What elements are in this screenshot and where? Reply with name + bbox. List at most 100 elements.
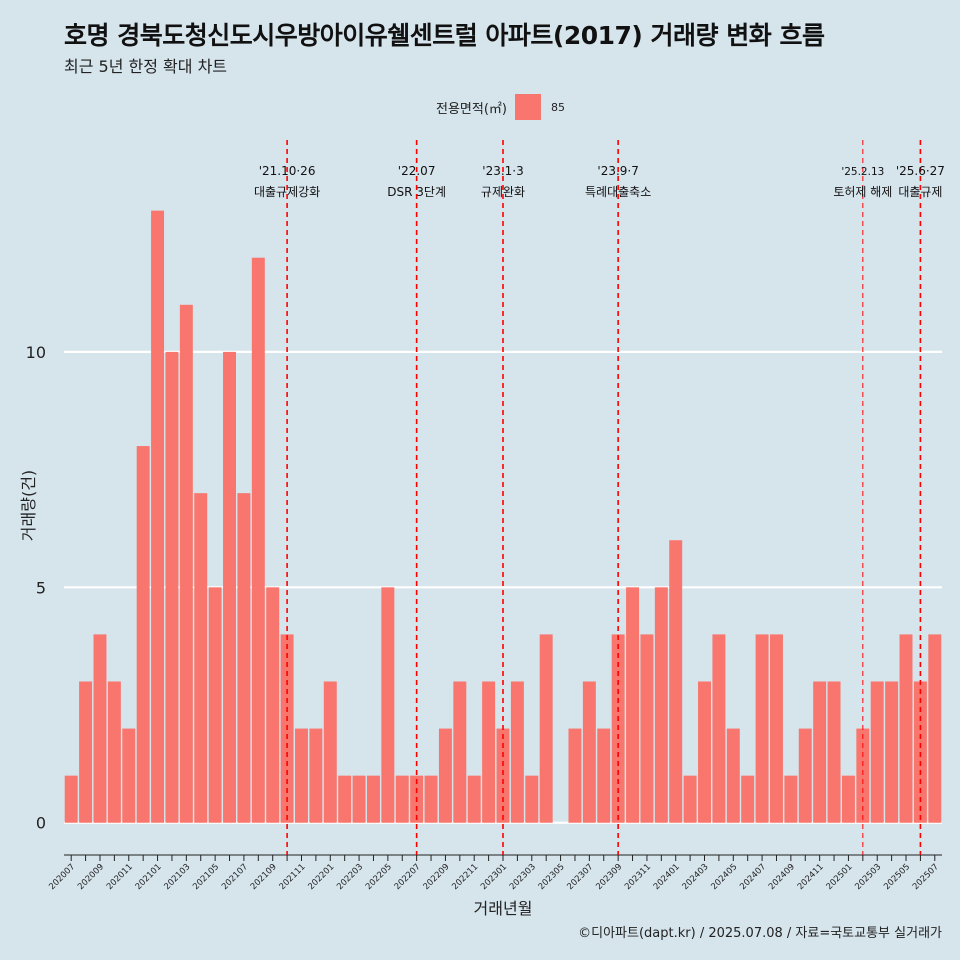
x-tick-label: 202109 <box>249 862 279 892</box>
bar-202401 <box>669 540 683 823</box>
bar-202308 <box>597 728 611 823</box>
x-tick-label: 202203 <box>335 862 365 892</box>
annotation-date-4: '25.2.13 <box>841 166 884 178</box>
bar-202107 <box>237 493 251 823</box>
annotation-label-0: 대출규제강화 <box>254 185 320 199</box>
x-tick-label: 202205 <box>364 862 394 892</box>
annotation-label-5: 대출규제 <box>898 185 942 199</box>
annotation-label-4: 토허제 해제 <box>833 185 892 199</box>
bar-202411 <box>813 681 827 823</box>
x-tick-label: 202307 <box>565 862 595 892</box>
bar-202310 <box>626 587 640 823</box>
bar-202211 <box>467 775 481 823</box>
x-tick-label: 202305 <box>537 862 567 892</box>
bar-202009 <box>93 634 107 823</box>
legend-value: 85 <box>550 100 565 114</box>
x-tick-label: 202101 <box>134 862 164 892</box>
bar-202008 <box>79 681 93 823</box>
bar-202403 <box>698 681 711 823</box>
x-tick-label: 202501 <box>825 862 855 892</box>
bar-202012 <box>136 446 150 823</box>
bar-202204 <box>366 775 380 823</box>
bar-202307 <box>582 681 596 823</box>
bar-202212 <box>482 681 496 823</box>
bar-202011 <box>122 728 136 823</box>
x-tick-label: 202309 <box>594 862 624 892</box>
bar-202505 <box>899 634 913 823</box>
y-tick-label: 10 <box>26 343 46 362</box>
bar-202201 <box>323 681 337 823</box>
x-tick-label: 202311 <box>623 862 653 892</box>
bar-202504 <box>885 681 899 823</box>
bar-202304 <box>539 634 553 823</box>
legend: 전용면적(㎡) 85 <box>436 94 565 120</box>
bar-202105 <box>208 587 222 823</box>
bar-202203 <box>352 775 366 823</box>
y-tick-label: 0 <box>36 814 46 833</box>
bar-202412 <box>827 681 841 823</box>
bar-202406 <box>741 775 755 823</box>
annotation-date-2: '23.1·3 <box>482 164 523 178</box>
x-tick-label: 202201 <box>306 862 336 892</box>
x-tick-label: 202407 <box>738 862 768 892</box>
legend-swatch <box>514 94 541 120</box>
y-tick-label: 5 <box>36 578 46 597</box>
bar-202202 <box>338 775 352 823</box>
bar-202101 <box>151 210 165 823</box>
annotation-date-1: '22.07 <box>398 164 436 178</box>
bar-202010 <box>107 681 121 823</box>
bar-202409 <box>784 775 798 823</box>
bar-202007 <box>64 775 78 823</box>
bar-202109 <box>266 587 280 823</box>
bar-202206 <box>395 775 409 823</box>
bar-202303 <box>525 775 539 823</box>
bar-202111 <box>295 728 308 823</box>
x-tick-label: 202401 <box>652 862 682 892</box>
bar-202208 <box>424 775 438 823</box>
x-tick-label: 202107 <box>220 862 250 892</box>
bar-202507 <box>928 634 942 823</box>
x-tick-label: 202505 <box>882 862 912 892</box>
bar-202209 <box>438 728 452 823</box>
annotation-date-0: '21.10·26 <box>259 164 316 178</box>
x-tick-label: 202009 <box>76 862 106 892</box>
bar-202112 <box>309 728 323 823</box>
bar-202404 <box>712 634 726 823</box>
x-tick-label: 202103 <box>162 862 192 892</box>
legend-title: 전용면적(㎡) <box>436 101 507 117</box>
bar-202210 <box>453 681 467 823</box>
x-tick-label: 202303 <box>508 862 538 892</box>
x-tick-label: 202207 <box>393 862 423 892</box>
bar-202104 <box>194 493 208 823</box>
bar-202302 <box>510 681 524 823</box>
x-tick-label: 202111 <box>278 862 308 892</box>
chart-title: 호명 경북도청신도시우방아이유쉘센트럴 아파트(2017) 거래량 변화 흐름 <box>64 21 825 50</box>
x-tick-label: 202405 <box>709 862 739 892</box>
x-tick-label: 202403 <box>681 862 711 892</box>
bar-202410 <box>798 728 812 823</box>
x-tick-label: 202007 <box>47 862 77 892</box>
annotation-date-5: '25.6·27 <box>896 164 945 178</box>
bar-202312 <box>654 587 668 823</box>
annotation-label-3: 특례대출축소 <box>585 185 651 199</box>
x-axis-title: 거래년월 <box>474 899 533 918</box>
bar-202407 <box>755 634 769 823</box>
bar-202501 <box>841 775 855 823</box>
bar-202503 <box>870 681 884 823</box>
chart-subtitle: 최근 5년 한정 확대 차트 <box>64 57 228 76</box>
x-tick-label: 202011 <box>105 862 135 892</box>
x-tick-label: 202411 <box>796 862 826 892</box>
bar-202405 <box>726 728 740 823</box>
bar-202103 <box>179 304 193 823</box>
bar-202306 <box>568 728 582 823</box>
bar-202102 <box>165 351 179 823</box>
x-tick-label: 202301 <box>479 862 509 892</box>
bar-202205 <box>381 587 395 823</box>
annotation-date-3: '23.9·7 <box>597 164 638 178</box>
bar-202502 <box>856 728 870 823</box>
annotation-label-1: DSR 3단계 <box>387 185 446 199</box>
x-tick-label: 202211 <box>450 862 480 892</box>
annotation-label-2: 규제완화 <box>481 185 525 199</box>
bar-202301 <box>496 728 510 823</box>
